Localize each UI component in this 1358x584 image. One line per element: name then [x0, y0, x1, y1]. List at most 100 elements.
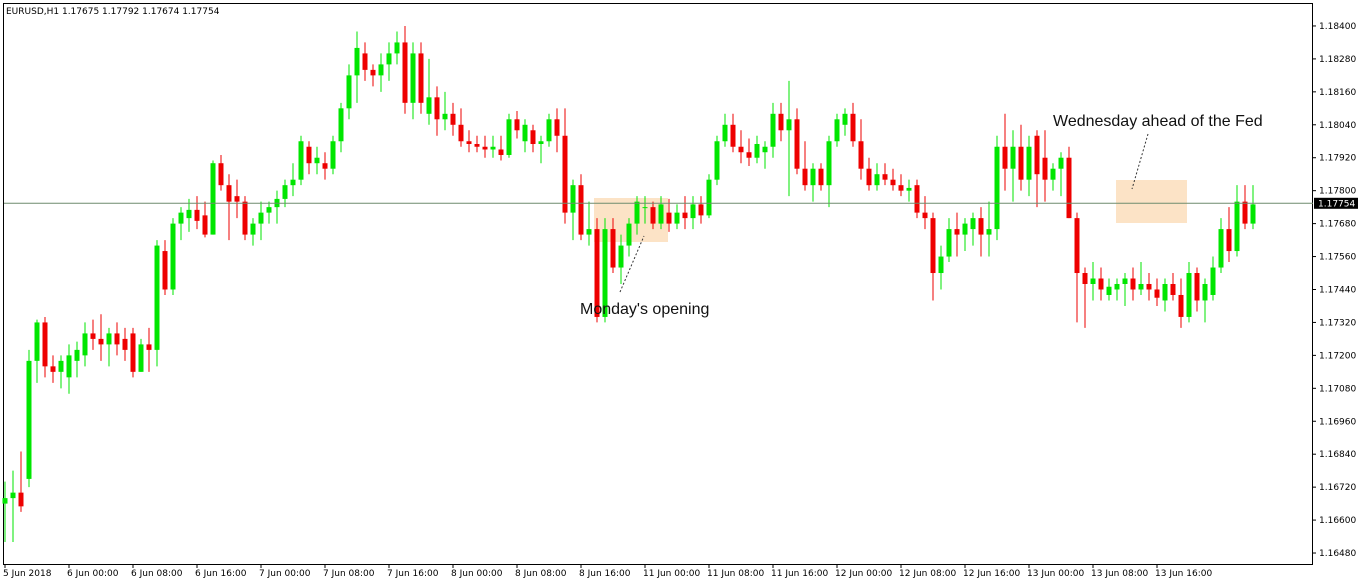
candle-body [122, 338, 128, 350]
y-tick-label: 1.16720 [1319, 483, 1356, 493]
x-tick-label: 6 Jun 08:00 [131, 569, 183, 579]
candle-body [1146, 284, 1152, 290]
candle-body [194, 209, 200, 221]
chart-header: EURUSD,H1 1.17675 1.17792 1.17674 1.1775… [6, 7, 220, 17]
x-tick-label: 11 Jun 16:00 [771, 569, 828, 579]
x-tick-label: 13 Jun 00:00 [1027, 569, 1084, 579]
x-tick-label: 8 Jun 00:00 [451, 569, 503, 579]
x-tick-label: 6 Jun 00:00 [67, 569, 119, 579]
x-tick-label: 5 Jun 2018 [3, 569, 52, 579]
candle-body [762, 146, 768, 153]
candle-body [162, 251, 168, 290]
candle-body [418, 53, 424, 103]
current-price-tag: 1.17754 [1314, 197, 1358, 209]
candle-body [578, 185, 584, 235]
candle-body [58, 360, 64, 372]
candle-body [1098, 278, 1104, 290]
y-axis: 1.18400 1.18280 1.18160 1.18040 1.17920 1.178… [1312, 22, 1356, 559]
y-tick-label: 1.17920 [1319, 154, 1356, 164]
annotation-wednesday-fed: Wednesday ahead of the Fed [1053, 113, 1263, 130]
y-tick-label: 1.16600 [1319, 516, 1356, 526]
x-tick-label: 8 Jun 08:00 [515, 569, 567, 579]
candle-body [930, 218, 936, 274]
y-tick-label: 1.17680 [1319, 220, 1356, 230]
candle-body [618, 245, 624, 268]
candle-body [986, 229, 992, 235]
candle-body [170, 223, 176, 290]
price-tag-background [1314, 197, 1358, 209]
candle-body [778, 113, 784, 131]
candle-body [994, 146, 1000, 230]
candle-body [202, 215, 208, 235]
candle-body [594, 229, 600, 317]
candle-body [1250, 204, 1256, 224]
candle-body [1138, 284, 1144, 290]
candle-body [82, 333, 88, 356]
candle-body [378, 64, 384, 76]
candle-body [530, 130, 536, 144]
candle-body [242, 201, 248, 235]
candle-body [506, 119, 512, 155]
candle-body [1034, 135, 1040, 175]
candle-body [434, 97, 440, 120]
candle-body [250, 223, 256, 235]
candle-body [154, 245, 160, 350]
candle-body [338, 108, 344, 142]
candle-body [226, 185, 232, 202]
candle-body [1002, 146, 1008, 169]
candle-body [922, 212, 928, 219]
candle-body [882, 174, 888, 180]
candle-body [514, 119, 520, 131]
y-tick-label: 1.17200 [1319, 351, 1356, 361]
candle-body [138, 344, 144, 372]
candle-body [370, 69, 376, 76]
candle-body [26, 360, 32, 479]
candle-body [474, 144, 480, 147]
candle-body [794, 119, 800, 169]
candle-body [826, 141, 832, 186]
candle-body [746, 152, 752, 158]
candle-body [1154, 289, 1160, 298]
candle-body [522, 124, 528, 142]
candle-body [554, 119, 560, 136]
candle-body [722, 124, 728, 142]
candle-body [1114, 284, 1120, 290]
candle-body [770, 113, 776, 147]
candle-body [626, 223, 632, 246]
candle-body [890, 179, 896, 186]
candle-body [874, 174, 880, 186]
x-tick-label: 13 Jun 16:00 [1155, 569, 1212, 579]
candle-body [730, 124, 736, 147]
candle-body [866, 168, 872, 186]
candle-body [10, 492, 16, 499]
candle-body [1194, 273, 1200, 301]
candle-body [218, 163, 224, 186]
x-tick-label: 12 Jun 08:00 [899, 569, 956, 579]
candle-body [914, 185, 920, 213]
candle-body [234, 196, 240, 202]
y-tick-label: 1.16480 [1319, 549, 1356, 559]
candle-body [346, 75, 352, 109]
x-tick-label: 7 Jun 08:00 [323, 569, 375, 579]
candle-body [458, 124, 464, 142]
candle-body [1042, 157, 1048, 180]
candle-body [442, 113, 448, 120]
candle-body [426, 97, 432, 114]
candle-body [322, 163, 328, 169]
x-axis: 5 Jun 2018 6 Jun 00:00 6 Jun 08:00 6 Jun 16… [3, 564, 1212, 579]
candle-body [970, 218, 976, 230]
y-tick-label: 1.18040 [1319, 121, 1356, 131]
candle-body [282, 185, 288, 199]
candle-body [50, 366, 56, 372]
candle-body [842, 113, 848, 125]
x-tick-label: 8 Jun 16:00 [579, 569, 631, 579]
candle-body [74, 349, 80, 361]
candle-body [66, 355, 72, 378]
y-tick-label: 1.17080 [1319, 384, 1356, 394]
candle-body [90, 333, 96, 339]
candle-body [1210, 267, 1216, 295]
candle-body [114, 333, 120, 345]
candle-body [602, 229, 608, 317]
candle-body [466, 141, 472, 144]
